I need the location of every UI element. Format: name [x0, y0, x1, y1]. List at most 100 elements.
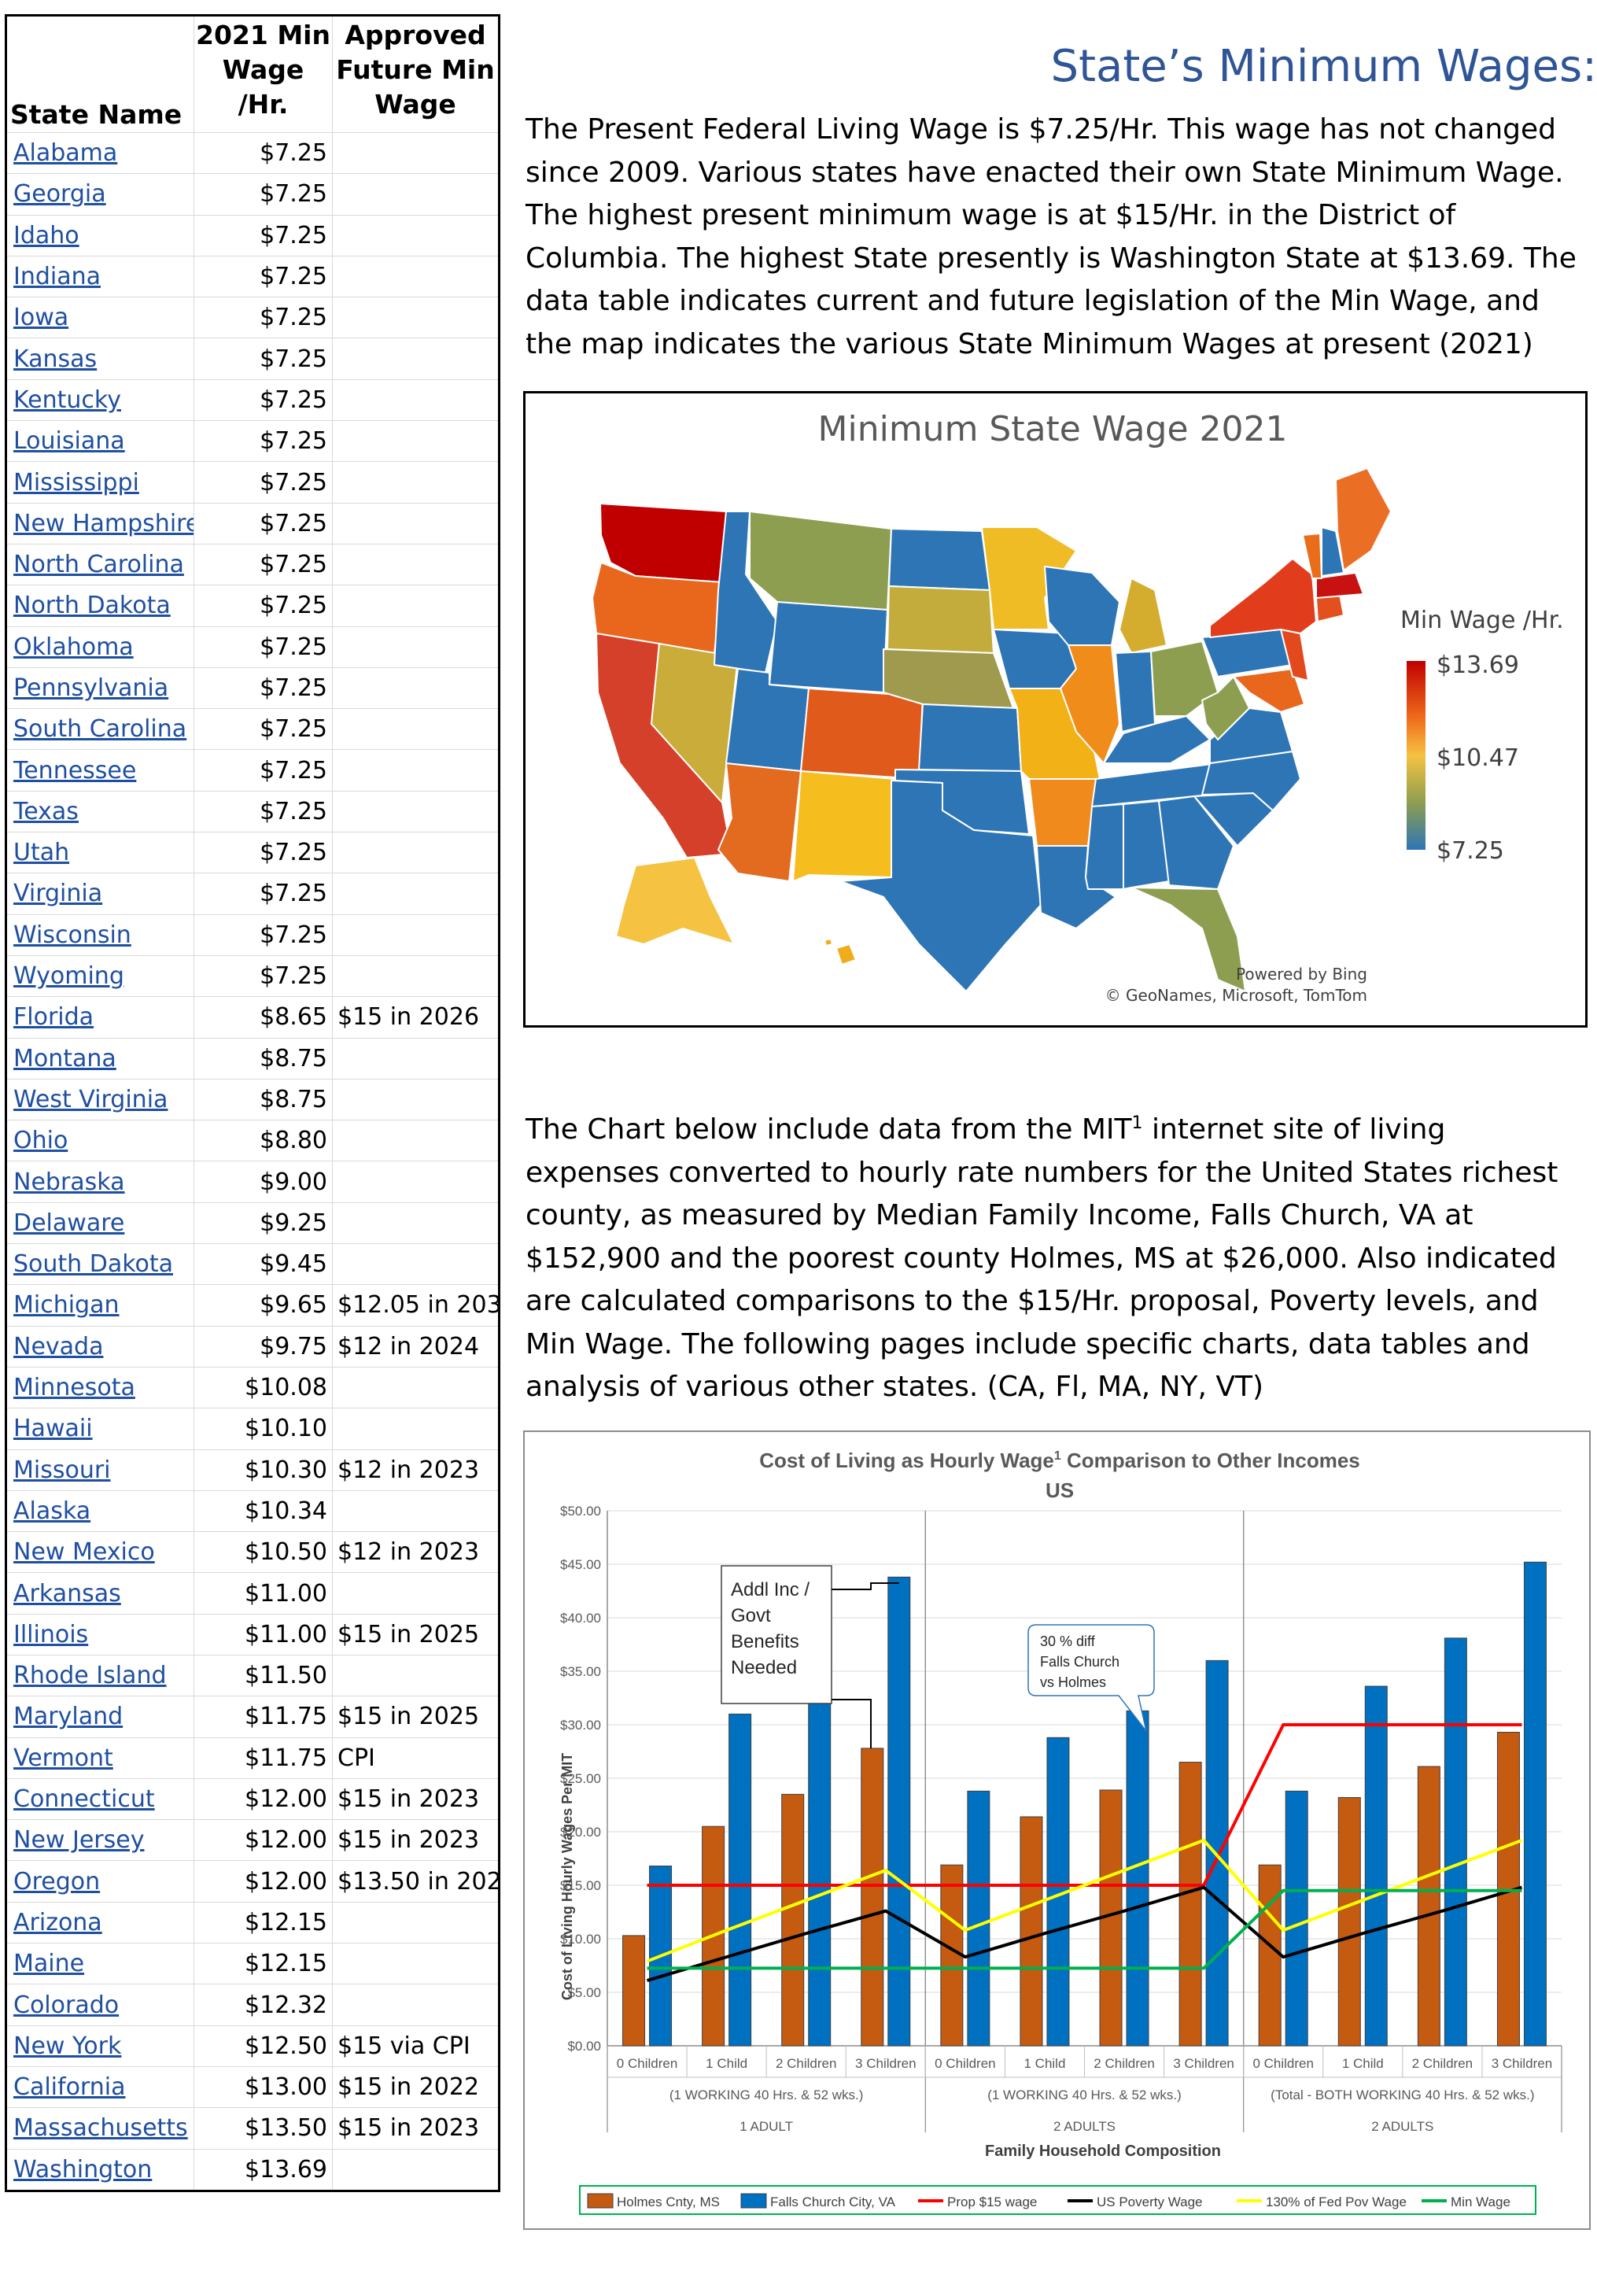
state-link[interactable]: Texas — [13, 797, 79, 825]
state-link[interactable]: Utah — [13, 839, 70, 867]
state-link[interactable]: Missouri — [13, 1456, 111, 1484]
state-link[interactable]: North Carolina — [13, 551, 184, 579]
map-state-illinois — [1060, 644, 1120, 764]
state-name-cell: Alaska — [6, 1489, 194, 1533]
state-wage-cell: $11.00 — [194, 1613, 333, 1656]
chart-y-tick-label: $15.00 — [560, 1878, 601, 1893]
state-link[interactable]: New Jersey — [13, 1826, 145, 1855]
state-link[interactable]: Arkansas — [13, 1579, 121, 1608]
state-link[interactable]: West Virginia — [13, 1085, 168, 1113]
state-future-wage-cell — [332, 1037, 500, 1080]
state-link[interactable]: Minnesota — [13, 1374, 135, 1402]
state-name-cell: Iowa — [6, 297, 194, 339]
chart-title-footnote: 1 — [1054, 1449, 1061, 1463]
state-future-wage-cell — [332, 1161, 500, 1203]
state-link[interactable]: Massachusetts — [13, 2114, 188, 2143]
state-link[interactable]: Vermont — [13, 1744, 113, 1772]
map-state-minnesota — [981, 526, 1077, 630]
state-link[interactable]: Nevada — [13, 1332, 104, 1360]
state-future-wage-cell — [332, 1943, 500, 1985]
state-link[interactable]: Tennessee — [13, 756, 137, 784]
state-link[interactable]: Pennsylvania — [13, 674, 169, 702]
chart-bar — [1364, 1685, 1388, 2047]
state-link[interactable]: Iowa — [13, 304, 69, 332]
state-wage-cell: $7.25 — [194, 914, 333, 956]
state-wage-cell: $12.00 — [194, 1860, 333, 1903]
state-name-cell: California — [6, 2065, 194, 2109]
state-link[interactable]: New Hampshire — [13, 509, 194, 537]
chart-group-label: 2 ADULTS — [1053, 2119, 1116, 2134]
state-link[interactable]: Louisiana — [13, 427, 125, 456]
state-link[interactable]: Kentucky — [13, 386, 121, 414]
state-link[interactable]: Alabama — [13, 139, 118, 168]
state-future-wage-cell — [332, 749, 500, 792]
table-row: Missouri $10.30 $12 in 2023 — [6, 1449, 500, 1491]
state-wage-cell: $7.25 — [194, 543, 333, 586]
state-link[interactable]: Ohio — [13, 1127, 68, 1155]
chart-y-tick-label: $25.00 — [560, 1771, 601, 1786]
state-link[interactable]: Colorado — [13, 1991, 120, 2019]
state-link[interactable]: Washington — [13, 2155, 153, 2183]
annotation-diff-text: Falls Church — [1040, 1654, 1119, 1670]
state-link[interactable]: Hawaii — [13, 1415, 93, 1443]
state-link[interactable]: Georgia — [13, 180, 106, 209]
state-link[interactable]: New Mexico — [13, 1538, 155, 1567]
chart-title-rest: Comparison to Other Incomes — [1061, 1449, 1360, 1472]
state-link[interactable]: Wisconsin — [13, 921, 131, 949]
table-row: Pennsylvania $7.25 — [6, 666, 500, 710]
state-link[interactable]: Florida — [13, 1003, 94, 1032]
state-link[interactable]: Indiana — [13, 263, 101, 291]
state-future-wage-cell — [332, 1243, 500, 1286]
state-link[interactable]: South Dakota — [13, 1250, 174, 1279]
state-link[interactable]: North Dakota — [13, 592, 171, 620]
state-link[interactable]: Virginia — [13, 880, 103, 908]
chart-y-tick-label: $45.00 — [560, 1557, 601, 1572]
state-link[interactable]: Maine — [13, 1950, 85, 1978]
state-link[interactable]: Connecticut — [13, 1785, 155, 1814]
state-link[interactable]: Nebraska — [13, 1168, 125, 1196]
state-link[interactable]: Montana — [13, 1044, 116, 1072]
state-link[interactable]: Wyoming — [13, 962, 124, 991]
table-row: California $13.00 $15 in 2022 — [6, 2065, 500, 2109]
state-future-wage-cell — [332, 1078, 500, 1121]
state-link[interactable]: New York — [13, 2032, 122, 2060]
state-wage-cell: $7.25 — [194, 131, 333, 175]
map-state-nevada — [651, 643, 739, 803]
state-name-cell: Missouri — [6, 1449, 194, 1491]
annotation-callout-diff — [1027, 1624, 1155, 1732]
state-link[interactable]: Kansas — [13, 345, 98, 373]
annotation-benefits-text: Govt — [731, 1605, 771, 1626]
state-future-wage-cell — [332, 1120, 500, 1162]
state-link[interactable]: Rhode Island — [13, 1662, 167, 1690]
state-wage-cell: $12.50 — [194, 2025, 333, 2067]
chart-bar — [967, 1790, 990, 2047]
state-link[interactable]: Illinois — [13, 1620, 89, 1648]
state-link[interactable]: California — [13, 2073, 126, 2102]
state-name-cell: Utah — [6, 832, 194, 874]
state-link[interactable]: Idaho — [13, 221, 79, 249]
state-future-wage-cell — [332, 502, 500, 544]
state-wage-cell: $7.25 — [194, 585, 333, 627]
table-row: Mississippi $7.25 — [6, 461, 500, 504]
table-row: Minnesota $10.08 — [6, 1366, 500, 1409]
state-link[interactable]: Oregon — [13, 1867, 101, 1895]
map-state-new-hampshire — [1321, 526, 1344, 577]
state-link[interactable]: Delaware — [13, 1209, 125, 1237]
state-name-cell: Alabama — [6, 131, 194, 175]
state-link[interactable]: Alaska — [13, 1497, 91, 1525]
state-link[interactable]: Maryland — [13, 1703, 124, 1731]
chart-x-tick-label: 1 Child — [1342, 2056, 1384, 2071]
state-link[interactable]: Michigan — [13, 1291, 120, 1320]
state-link[interactable]: Arizona — [13, 1908, 102, 1936]
state-link[interactable]: Mississippi — [13, 468, 139, 496]
state-link[interactable]: Oklahoma — [13, 633, 134, 661]
state-wage-cell: $10.30 — [194, 1449, 333, 1491]
table-row: Oklahoma $7.25 — [6, 626, 500, 668]
state-wage-cell: $7.25 — [194, 420, 333, 463]
table-row: Idaho $7.25 — [6, 214, 500, 257]
state-wage-cell: $9.75 — [194, 1325, 333, 1368]
state-future-wage-cell: $12 in 2024 — [332, 1325, 500, 1368]
state-link[interactable]: South Carolina — [13, 715, 187, 744]
chart-legend-label: 130% of Fed Pov Wage — [1266, 2194, 1407, 2209]
state-name-cell: Rhode Island — [6, 1654, 194, 1697]
